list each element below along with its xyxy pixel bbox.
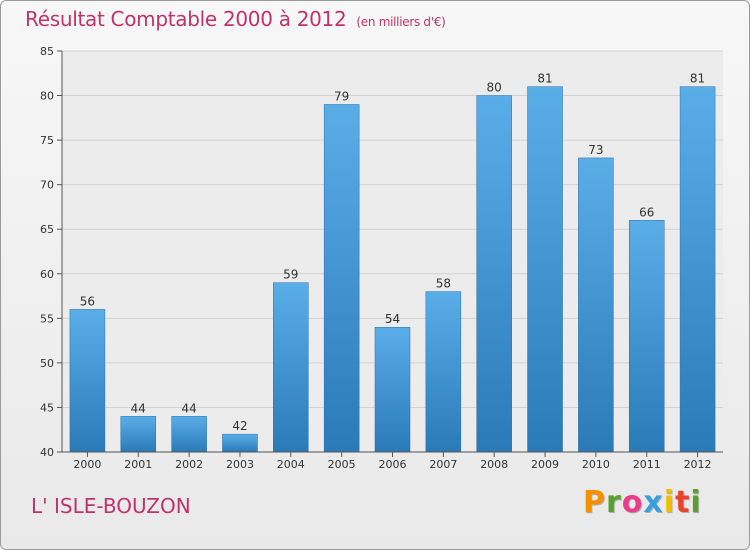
bar-2011 bbox=[628, 220, 665, 453]
x-tick-label-2007: 2007 bbox=[429, 458, 457, 471]
x-tick-label-2008: 2008 bbox=[480, 458, 508, 471]
value-label-2005: 79 bbox=[334, 89, 349, 103]
bar-2006 bbox=[374, 326, 411, 453]
town-name: L' ISLE-BOUZON bbox=[31, 494, 191, 518]
bar-2010 bbox=[578, 157, 614, 453]
x-tick-label-2006: 2006 bbox=[379, 458, 407, 471]
x-tick-label-2011: 2011 bbox=[633, 458, 661, 471]
bar-2005 bbox=[323, 104, 360, 453]
bar-2007 bbox=[425, 291, 462, 453]
bar-2012 bbox=[679, 86, 716, 453]
x-tick-label-2002: 2002 bbox=[175, 458, 203, 471]
y-tick-label: 50 bbox=[40, 357, 54, 370]
y-tick-label: 85 bbox=[40, 45, 54, 58]
x-tick-label-2000: 2000 bbox=[73, 458, 101, 471]
x-tick-label-2012: 2012 bbox=[684, 458, 712, 471]
value-label-2012: 81 bbox=[690, 72, 705, 86]
x-tick-label-2009: 2009 bbox=[531, 458, 559, 471]
value-label-2011: 66 bbox=[639, 205, 654, 219]
value-label-2003: 42 bbox=[232, 419, 247, 433]
value-label-2004: 59 bbox=[283, 268, 298, 282]
logo-letter: i bbox=[690, 485, 702, 520]
logo-letter: o bbox=[621, 485, 644, 520]
bar-2004 bbox=[273, 282, 309, 453]
y-tick-label: 45 bbox=[40, 401, 54, 414]
value-label-2001: 44 bbox=[131, 401, 146, 415]
value-label-2008: 80 bbox=[487, 81, 502, 95]
y-tick-label: 70 bbox=[40, 179, 54, 192]
x-tick-label-2004: 2004 bbox=[277, 458, 305, 471]
y-tick-label: 55 bbox=[40, 312, 54, 325]
bar-2002 bbox=[171, 416, 207, 453]
y-tick-label: 75 bbox=[40, 134, 54, 147]
logo-letter: P bbox=[583, 485, 606, 520]
logo-letter: r bbox=[606, 485, 622, 520]
y-tick-label: 65 bbox=[40, 223, 54, 236]
y-tick-label: 40 bbox=[40, 446, 54, 459]
x-tick-label-2003: 2003 bbox=[226, 458, 254, 471]
bar-2009 bbox=[527, 86, 563, 453]
x-tick-label-2010: 2010 bbox=[582, 458, 610, 471]
y-tick-label: 80 bbox=[40, 90, 54, 103]
y-tick-label: 60 bbox=[40, 268, 54, 281]
x-tick-label-2001: 2001 bbox=[124, 458, 152, 471]
bar-2008 bbox=[476, 95, 512, 453]
value-label-2002: 44 bbox=[181, 401, 196, 415]
bar-2000 bbox=[69, 309, 106, 453]
chart-title-text: Résultat Comptable 2000 à 2012 bbox=[25, 7, 347, 31]
logo-letter: t bbox=[675, 485, 691, 520]
bar-2001 bbox=[120, 416, 157, 453]
value-label-2000: 56 bbox=[80, 294, 95, 308]
value-label-2006: 54 bbox=[385, 312, 400, 326]
bar-2003 bbox=[222, 433, 258, 453]
logo-letter: i bbox=[663, 485, 676, 520]
value-label-2009: 81 bbox=[537, 72, 552, 86]
x-tick-label-2005: 2005 bbox=[328, 458, 356, 471]
logo-letter: x bbox=[643, 485, 664, 520]
chart-title: Résultat Comptable 2000 à 2012 (en millie… bbox=[25, 7, 446, 31]
chart-subtitle: (en milliers d'€) bbox=[356, 15, 446, 29]
proxiti-logo: Proxiti bbox=[583, 485, 702, 520]
value-label-2007: 58 bbox=[436, 277, 451, 291]
value-label-2010: 73 bbox=[588, 143, 603, 157]
